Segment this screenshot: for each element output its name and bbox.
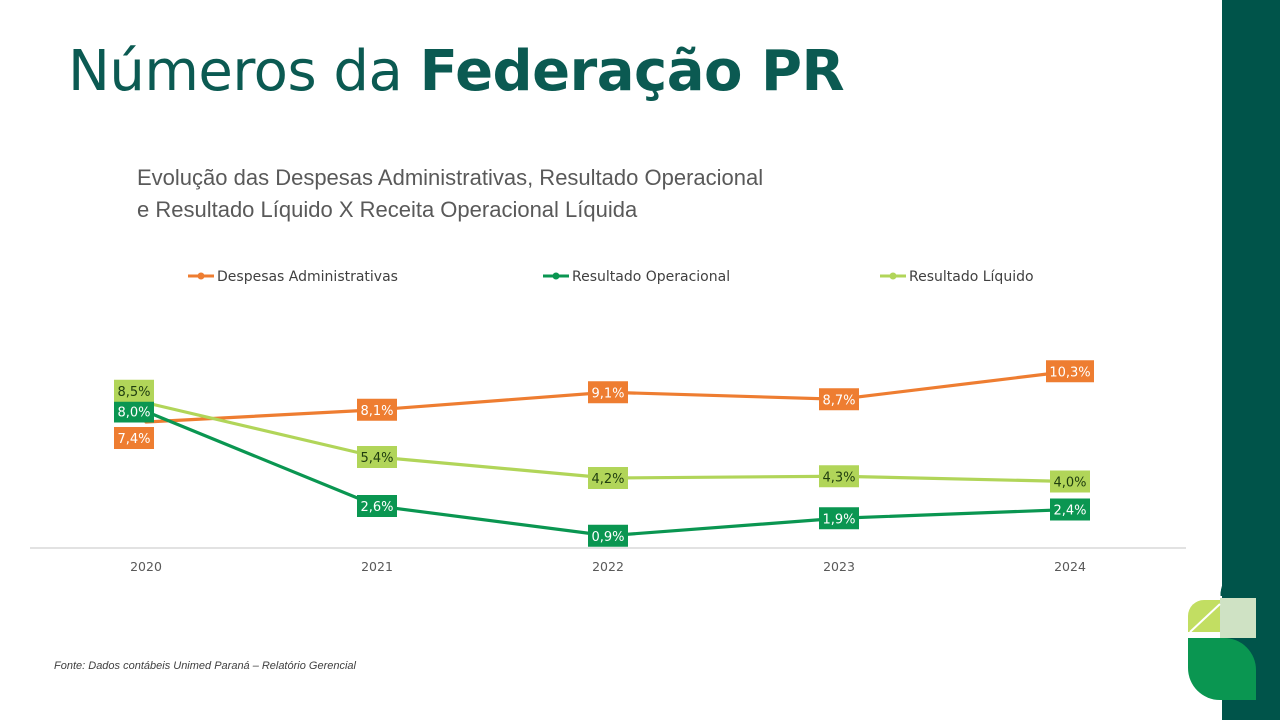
- legend-marker-1: [552, 272, 560, 280]
- source-note: Fonte: Dados contábeis Unimed Paraná – Rel…: [54, 660, 356, 672]
- title-bold: Federação PR: [419, 39, 845, 104]
- data-label-0-1: 8,1%: [357, 398, 397, 421]
- data-label-1-1: 2,6%: [357, 495, 397, 517]
- legend-label-2: Resultado Líquido: [909, 269, 1034, 285]
- data-label-1-2: 0,9%: [588, 524, 628, 547]
- data-label-text-1-4: 2,4%: [1053, 504, 1086, 519]
- data-label-1-0: 8,0%: [114, 400, 154, 423]
- x-tick-label-2022: 2022: [592, 559, 624, 574]
- data-label-text-2-3: 4,3%: [822, 470, 855, 485]
- data-label-0-2: 9,1%: [588, 381, 628, 404]
- unimed-logo-icon: [1188, 562, 1256, 700]
- legend-label-1: Resultado Operacional: [572, 269, 730, 285]
- data-label-1-4: 2,4%: [1050, 498, 1090, 521]
- data-label-box-1-0: [114, 400, 154, 423]
- source-separator: –: [252, 660, 259, 672]
- data-label-2-3: 4,3%: [819, 465, 859, 488]
- x-tick-label-2023: 2023: [823, 559, 855, 574]
- legend-label-0: Despesas Administrativas: [217, 269, 398, 285]
- data-label-text-2-4: 4,0%: [1053, 476, 1086, 491]
- source-label: Fonte:: [54, 660, 86, 672]
- legend-marker-0: [197, 272, 205, 280]
- data-label-0-3: 8,7%: [819, 388, 859, 411]
- data-label-text-2-2: 4,2%: [591, 472, 624, 487]
- data-label-box-2-1: [357, 446, 397, 468]
- data-label-1-3: 1,9%: [819, 507, 859, 530]
- data-label-box-2-3: [819, 465, 859, 488]
- data-label-text-2-1: 5,4%: [360, 451, 393, 466]
- data-label-box-1-3: [819, 507, 859, 530]
- data-label-box-0-0: [114, 427, 154, 449]
- data-label-2-1: 5,4%: [357, 446, 397, 468]
- data-label-2-2: 4,2%: [588, 467, 628, 489]
- chart-subtitle: Evolução das Despesas Administrativas, R…: [137, 162, 857, 226]
- legend-marker-2: [889, 272, 897, 280]
- data-label-text-0-0: 7,4%: [117, 432, 150, 447]
- line-chart: 2020 2021 2022 2023 2024 Despesas Administrat…: [30, 269, 1186, 574]
- data-label-text-1-3: 1,9%: [822, 512, 855, 527]
- data-label-box-2-2: [588, 467, 628, 489]
- data-label-box-0-4: [1046, 360, 1094, 383]
- data-label-text-0-1: 8,1%: [360, 404, 393, 419]
- data-label-2-4: 4,0%: [1050, 470, 1090, 493]
- data-label-text-1-1: 2,6%: [360, 500, 393, 515]
- data-label-text-1-0: 8,0%: [117, 406, 150, 421]
- data-label-box-0-2: [588, 381, 628, 404]
- data-label-text-0-2: 9,1%: [591, 386, 624, 401]
- data-label-box-1-1: [357, 495, 397, 517]
- x-tick-label-2021: 2021: [361, 559, 393, 574]
- data-label-box-2-4: [1050, 470, 1090, 493]
- page-title: Números da Federação PR: [68, 36, 845, 108]
- subtitle-line-2: e Resultado Líquido X Receita Operaciona…: [137, 197, 638, 222]
- data-label-text-0-4: 10,3%: [1049, 365, 1090, 380]
- title-regular: Números da: [68, 39, 420, 104]
- source-text: Dados contábeis Unimed Paraná: [88, 660, 250, 672]
- x-tick-label-2024: 2024: [1054, 559, 1086, 574]
- data-label-box-0-1: [357, 398, 397, 421]
- data-label-box-0-3: [819, 388, 859, 411]
- data-label-text-0-3: 8,7%: [822, 393, 855, 408]
- data-label-text-2-0: 8,5%: [117, 385, 150, 400]
- x-tick-label-2020: 2020: [130, 559, 162, 574]
- data-label-box-1-2: [588, 524, 628, 547]
- data-label-text-1-2: 0,9%: [591, 530, 624, 545]
- source-detail: Relatório Gerencial: [261, 660, 356, 672]
- data-label-0-4: 10,3%: [1046, 360, 1094, 383]
- data-label-0-0: 7,4%: [114, 427, 154, 449]
- data-label-box-1-4: [1050, 498, 1090, 521]
- data-label-box-2-0: [114, 379, 154, 402]
- data-label-2-0: 8,5%: [114, 379, 154, 402]
- subtitle-line-1: Evolução das Despesas Administrativas, R…: [137, 165, 764, 190]
